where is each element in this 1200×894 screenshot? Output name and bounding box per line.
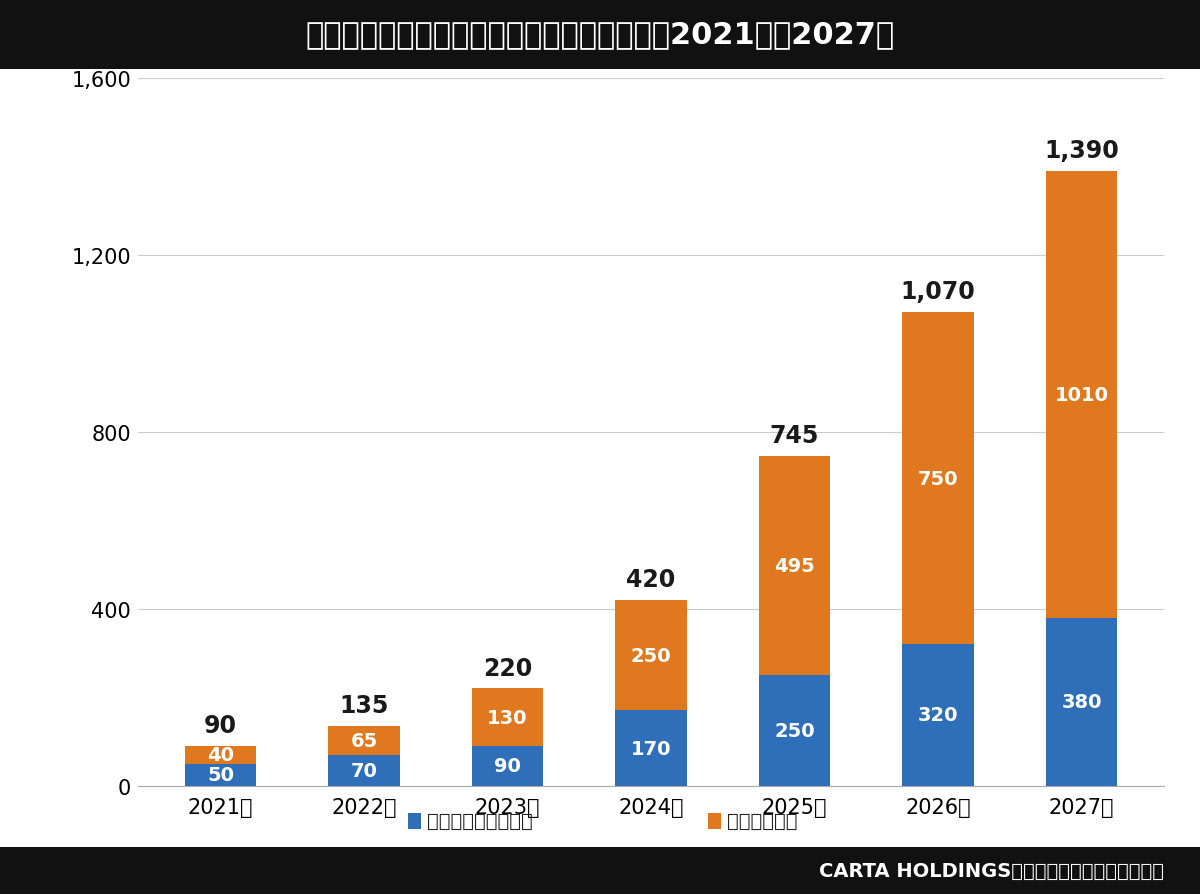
Text: 130: 130 <box>487 708 528 727</box>
Text: 90: 90 <box>204 713 238 738</box>
Bar <box>472 746 544 786</box>
Bar <box>1045 172 1117 618</box>
Text: 250: 250 <box>631 646 671 665</box>
Text: 745: 745 <box>770 424 820 448</box>
Bar <box>328 726 400 755</box>
Bar <box>185 763 257 786</box>
Text: 495: 495 <box>774 556 815 576</box>
Text: 70: 70 <box>350 761 378 780</box>
Bar <box>758 457 830 675</box>
Bar <box>328 755 400 786</box>
Bar <box>902 313 974 645</box>
Text: 250: 250 <box>774 721 815 740</box>
Text: デジタルサイネージ: デジタルサイネージ <box>427 811 533 831</box>
Text: 320: 320 <box>918 705 959 725</box>
Text: 380: 380 <box>1061 692 1102 712</box>
Text: デジタル広告: デジタル広告 <box>727 811 798 831</box>
Text: 135: 135 <box>340 694 389 717</box>
Text: CARTA HOLDINGS／デジタルインファクト調べ: CARTA HOLDINGS／デジタルインファクト調べ <box>818 861 1164 880</box>
Text: 1,390: 1,390 <box>1044 139 1118 163</box>
Text: 1010: 1010 <box>1055 385 1109 404</box>
Text: 170: 170 <box>631 738 671 758</box>
Text: 40: 40 <box>208 746 234 764</box>
Bar <box>758 675 830 786</box>
Text: 90: 90 <box>494 756 521 775</box>
Text: （単位：億円）: （単位：億円） <box>50 32 126 50</box>
Bar <box>185 746 257 763</box>
Text: 220: 220 <box>482 656 532 679</box>
Bar <box>1045 618 1117 786</box>
Text: リテールメディア広告市場規模推計・予測　2021年－2027年: リテールメディア広告市場規模推計・予測 2021年－2027年 <box>306 21 894 49</box>
Bar <box>616 711 686 786</box>
Bar <box>472 688 544 746</box>
Text: 50: 50 <box>208 765 234 784</box>
Text: 750: 750 <box>918 469 959 488</box>
Bar <box>616 600 686 711</box>
Bar <box>902 645 974 786</box>
Text: 65: 65 <box>350 731 378 750</box>
Text: 1,070: 1,070 <box>901 280 976 304</box>
Text: 420: 420 <box>626 568 676 591</box>
